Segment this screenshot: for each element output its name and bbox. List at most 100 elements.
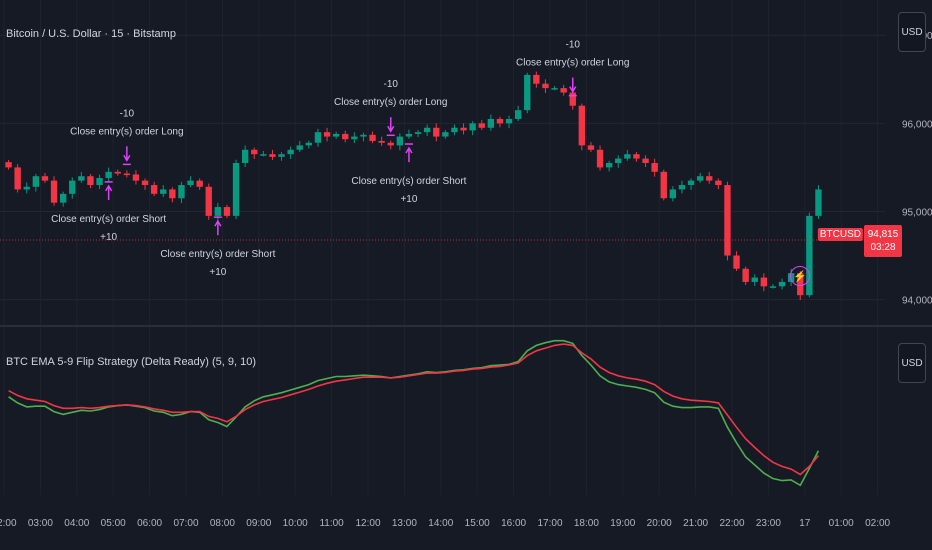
signal-arrow-head [214, 219, 222, 227]
candle-body [505, 118, 513, 124]
signal-label: Close entry(s) order Short [160, 249, 275, 260]
symbol-title[interactable]: Bitcoin / U.S. Dollar · 15 · Bitstamp [6, 28, 176, 40]
candle [96, 174, 103, 189]
candle [14, 164, 21, 193]
indicator-title[interactable]: BTC EMA 5-9 Flip Strategy (Delta Ready) … [6, 356, 257, 368]
candle-body [342, 133, 349, 140]
time-tick-label: 16:00 [501, 518, 526, 529]
signal-qty: -10 [120, 108, 135, 119]
candle [123, 170, 131, 178]
candle-body [542, 83, 549, 89]
candle [442, 129, 449, 139]
signal-qty: -10 [566, 40, 581, 51]
close-long-marker: Close entry(s) order Long -10 [70, 108, 184, 166]
candle [678, 180, 686, 194]
candle-body [196, 180, 203, 187]
currency-button[interactable]: USD [898, 12, 926, 52]
candle-body [369, 134, 376, 141]
candle-body [751, 277, 758, 282]
candle-body [160, 189, 167, 194]
candle [669, 186, 677, 202]
candle [114, 169, 121, 176]
signal-label: Close entry(s) order Short [51, 214, 166, 225]
candle [815, 185, 822, 219]
candle [378, 136, 385, 146]
candle [742, 266, 749, 286]
candle [351, 132, 358, 144]
candle-body [460, 127, 467, 131]
time-tick-label: 09:00 [246, 518, 271, 529]
time-tick-label: 15:00 [465, 518, 490, 529]
candle [451, 124, 458, 136]
candle [32, 174, 40, 192]
candle-body [633, 154, 640, 159]
time-tick-label: 02:00 [0, 518, 17, 529]
candle-body [715, 180, 722, 186]
candle-body [323, 132, 331, 137]
candle [23, 182, 30, 194]
candle [505, 115, 513, 129]
candle-body [50, 180, 58, 203]
candle [150, 181, 158, 197]
signal-label: Close entry(s) order Short [351, 176, 466, 187]
candle-body [41, 176, 49, 181]
candle [642, 155, 649, 167]
bolt-icon[interactable]: ⚡ [790, 266, 810, 286]
candle-body [360, 134, 367, 137]
candle-body [696, 176, 704, 181]
candle-body [533, 74, 540, 84]
candle-body [605, 163, 613, 168]
time-tick-label: 20:00 [647, 518, 672, 529]
candle-body [396, 136, 404, 146]
candle [196, 178, 203, 190]
candle-body [487, 118, 495, 128]
candle-body [223, 207, 231, 216]
candle [524, 72, 531, 114]
time-tick-label: 06:00 [137, 518, 162, 529]
time-tick-label: 02:00 [865, 518, 890, 529]
candle [105, 167, 112, 183]
candle-body [14, 167, 21, 190]
candle-body [642, 158, 649, 163]
candle [205, 183, 212, 220]
candle [278, 151, 285, 161]
grid [0, 0, 885, 495]
close-long-marker: Close entry(s) order Long -10 [334, 79, 447, 137]
candle [141, 178, 149, 190]
candle-body [141, 180, 149, 186]
candle [160, 185, 167, 197]
candle-body [387, 142, 394, 146]
candle-body [305, 142, 313, 146]
candle [733, 251, 740, 271]
candle [323, 127, 331, 142]
candle-body [150, 185, 158, 194]
candle [806, 212, 813, 298]
time-tick-label: 23:00 [756, 518, 781, 529]
signal-qty: -10 [384, 79, 399, 90]
candle-body [178, 185, 185, 199]
candle-body [378, 140, 385, 143]
time-axis[interactable]: 02:00 03:00 04:00 05:00 06:00 07:00 08:00 09:00… [0, 518, 891, 529]
signal-arrow-head [105, 184, 113, 192]
time-tick-label: 11:00 [319, 518, 344, 529]
ema-lines [8, 339, 820, 487]
candle [405, 129, 413, 139]
candle [369, 131, 376, 144]
candle-body [778, 281, 786, 287]
candle-body [59, 193, 67, 203]
time-tick-label: 05:00 [101, 518, 126, 529]
indicator-currency-button[interactable]: USD [898, 343, 926, 383]
candle-body [251, 149, 258, 155]
candle-body [433, 127, 440, 137]
last-price-value: 94,815 [867, 229, 899, 240]
time-tick-label: 13:00 [392, 518, 417, 529]
candle [241, 145, 249, 167]
candle [624, 149, 631, 161]
candle-body [169, 189, 176, 199]
candle [533, 71, 540, 88]
candle [560, 84, 567, 96]
candle [414, 129, 422, 138]
candle-body [469, 123, 476, 131]
